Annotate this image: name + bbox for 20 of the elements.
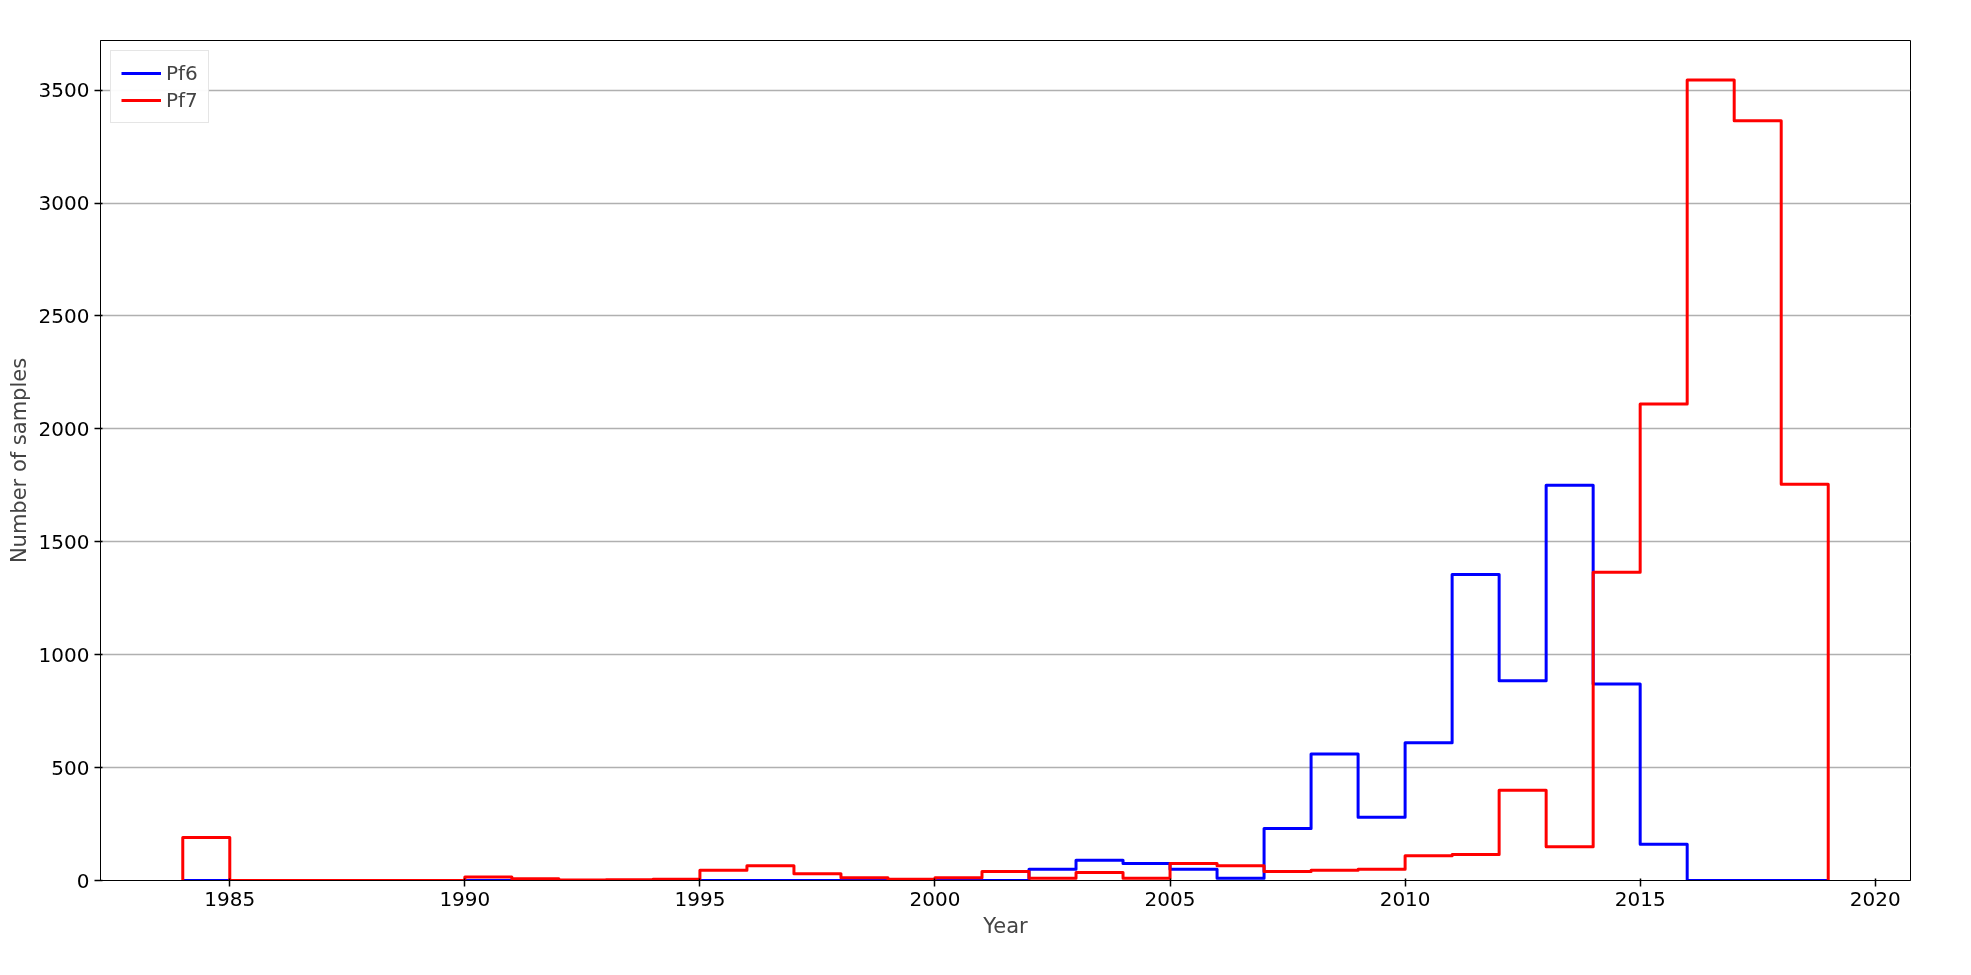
y-axis-title: Number of samples <box>6 357 31 564</box>
x-tick-label: 2015 <box>1614 886 1666 911</box>
y-tick-label: 500 <box>51 755 90 780</box>
y-tick-label: 1000 <box>38 642 90 667</box>
x-tick-label: 2010 <box>1379 886 1431 911</box>
x-tick-label: 2020 <box>1849 886 1901 911</box>
y-tick-label: 3500 <box>38 78 90 103</box>
y-tick-label: 2000 <box>38 416 90 441</box>
x-tick-label: 1990 <box>439 886 491 911</box>
y-tick-label: 1500 <box>38 529 90 554</box>
x-tick-label: 2000 <box>909 886 961 911</box>
x-tick-label: 1985 <box>204 886 256 911</box>
x-tick-label: 1995 <box>674 886 726 911</box>
x-tick-label: 2005 <box>1144 886 1196 911</box>
legend-label: Pf7 <box>166 88 198 112</box>
y-tick-label: 0 <box>76 868 90 893</box>
y-tick-label: 2500 <box>38 303 90 328</box>
legend-label: Pf6 <box>166 61 198 85</box>
x-axis-title: Year <box>982 913 1029 938</box>
y-tick-label: 3000 <box>38 191 90 216</box>
